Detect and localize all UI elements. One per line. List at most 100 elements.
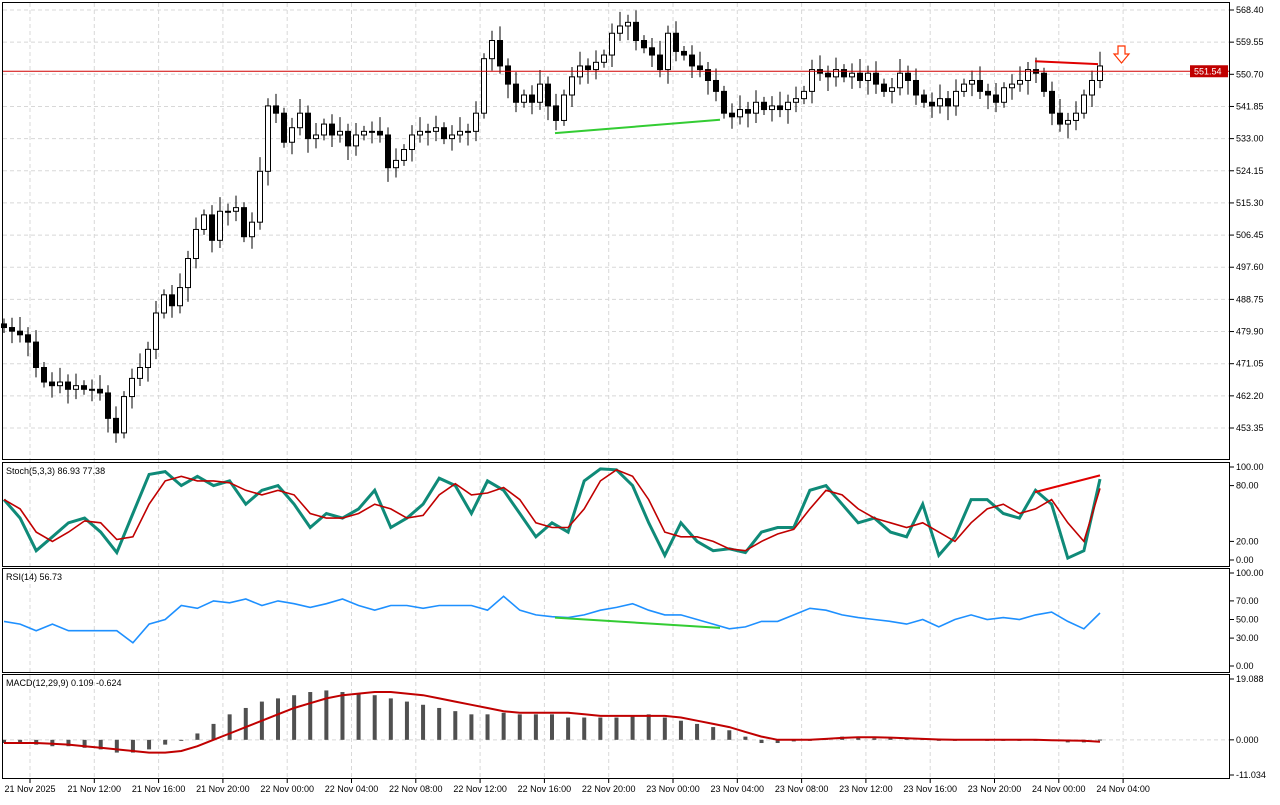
macd-histogram-bar (324, 690, 329, 740)
candle-bull (73, 385, 79, 390)
candle-bull (129, 377, 135, 398)
candle-bear (945, 98, 951, 107)
candle-bull (809, 69, 815, 92)
candle-bear (681, 50, 687, 56)
sell-arrow-icon (1112, 45, 1131, 64)
macd-histogram-bar (98, 739, 103, 750)
candle-bull (201, 214, 207, 230)
candle-bull (369, 130, 375, 133)
candle-bear (545, 83, 551, 107)
rsi-tick-label: 0.00 (1236, 661, 1254, 671)
time-tick-label: 22 Nov 04:00 (325, 784, 379, 794)
rsi-title: RSI(14) 56.73 (6, 572, 62, 582)
macd-histogram-bar (276, 698, 280, 740)
candle-bull (473, 112, 479, 132)
price-tick-label: 506.45 (1236, 230, 1264, 240)
macd-histogram-bar (437, 707, 442, 740)
candle-bull (161, 294, 167, 314)
candle-bear (713, 79, 719, 92)
candle-bull (769, 105, 775, 111)
macd-histogram-bar (130, 739, 135, 753)
candle-bull (937, 98, 943, 107)
macd-histogram-bar (66, 739, 71, 747)
candle-bear (657, 54, 663, 71)
candle-bear (977, 79, 983, 92)
candle-bull (1065, 119, 1071, 125)
macd-histogram-bar (453, 711, 458, 740)
macd-histogram-bar (227, 714, 232, 740)
time-tick-label: 21 Nov 12:00 (68, 784, 122, 794)
candle-bear (25, 334, 31, 343)
stoch-tick-label: 20.00 (1236, 536, 1259, 546)
stoch-tick-label: 100.00 (1236, 462, 1264, 472)
candle-bear (721, 90, 727, 114)
macd-histogram-bar (1098, 739, 1102, 741)
price-tick-label: 479.90 (1236, 327, 1264, 337)
macd-histogram-bar (872, 738, 877, 740)
macd-histogram-bar (614, 717, 619, 740)
candle-bear (113, 417, 119, 434)
candle-bear (497, 40, 503, 67)
candle-bull (1025, 69, 1031, 81)
candle-bull (337, 130, 343, 136)
macd-histogram-bar (308, 692, 313, 740)
candle-bull (401, 149, 407, 161)
price-tick-label: 568.40 (1236, 5, 1264, 15)
candle-bull (737, 109, 743, 118)
candle-bear (49, 381, 55, 387)
candle-bull (569, 76, 575, 96)
candle-bear (97, 388, 103, 394)
macd-histogram-bar (404, 701, 409, 740)
candle-bear (505, 65, 511, 85)
macd-histogram-bar (388, 698, 393, 740)
candle-bear (385, 134, 391, 169)
candle-bull (865, 72, 871, 81)
current-price-badge (1190, 65, 1228, 78)
candle-bear (633, 21, 639, 42)
macd-histogram-bar (372, 695, 377, 740)
time-tick-label: 23 Nov 16:00 (903, 784, 957, 794)
candle-bear (1, 323, 7, 329)
macd-histogram-bar (743, 736, 748, 740)
stoch-title: Stoch(5,3,3) 86.93 77.38 (6, 466, 105, 476)
candle-bull (297, 112, 303, 129)
stoch-k-line (2, 467, 1102, 561)
macd-histogram-bar (292, 695, 297, 740)
rsi-panel[interactable] (2, 568, 1230, 673)
candle-bear (641, 40, 647, 49)
macd-histogram-bar (695, 723, 700, 740)
time-tick-label: 23 Nov 12:00 (839, 784, 893, 794)
time-tick-label: 24 Nov 04:00 (1096, 784, 1150, 794)
candle-bull (321, 123, 327, 136)
macd-histogram-bar (2, 739, 6, 744)
macd-panel[interactable] (2, 674, 1230, 779)
macd-histogram-bar (566, 717, 571, 740)
candle-bull (457, 130, 463, 136)
candle-bear (841, 69, 847, 78)
price-panel[interactable] (2, 2, 1230, 460)
rsi-rsi-line (3, 595, 1101, 644)
time-tick-label: 22 Nov 12:00 (453, 784, 507, 794)
candle-bull (137, 367, 143, 379)
candle-bull (361, 130, 367, 136)
candle-bear (825, 72, 831, 78)
macd-histogram-bar (82, 739, 87, 748)
rsi-tick-label: 70.00 (1236, 596, 1259, 606)
macd-histogram-bar (195, 733, 200, 740)
macd-histogram-bar (18, 739, 23, 744)
candle-bull (177, 287, 183, 307)
candle-bull (417, 130, 423, 136)
candle-bull (1081, 94, 1087, 114)
price-tick-label: 488.75 (1236, 294, 1264, 304)
candle-bear (649, 47, 655, 56)
candle-bull (217, 210, 223, 241)
time-tick-label: 24 Nov 00:00 (1032, 784, 1086, 794)
candle-bull (1073, 112, 1079, 121)
price-tick-label: 550.70 (1236, 69, 1264, 79)
price-tick-label: 533.00 (1236, 134, 1264, 144)
macd-tick-label: 0.000 (1236, 735, 1259, 745)
stoch-panel[interactable] (2, 462, 1230, 567)
candle-bear (777, 105, 783, 111)
candle-bear (305, 112, 311, 140)
